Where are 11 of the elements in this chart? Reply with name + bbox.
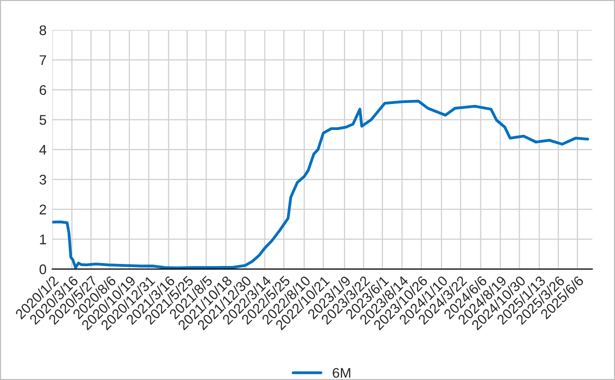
y-tick-label: 4 [39, 145, 46, 155]
y-tick-label: 5 [40, 115, 46, 125]
line-series [52, 100, 590, 270]
y-tick-label: 8 [40, 25, 46, 36]
y-tick-label: 0 [40, 264, 46, 274]
y-tick-label: 7 [40, 55, 46, 65]
y-tick-label: 3 [40, 174, 46, 185]
legend-label: 6M [332, 368, 350, 378]
y-tick-label: 6 [40, 85, 46, 95]
y-tick-label: 1 [40, 234, 46, 244]
y-tick-label: 2 [40, 204, 46, 214]
